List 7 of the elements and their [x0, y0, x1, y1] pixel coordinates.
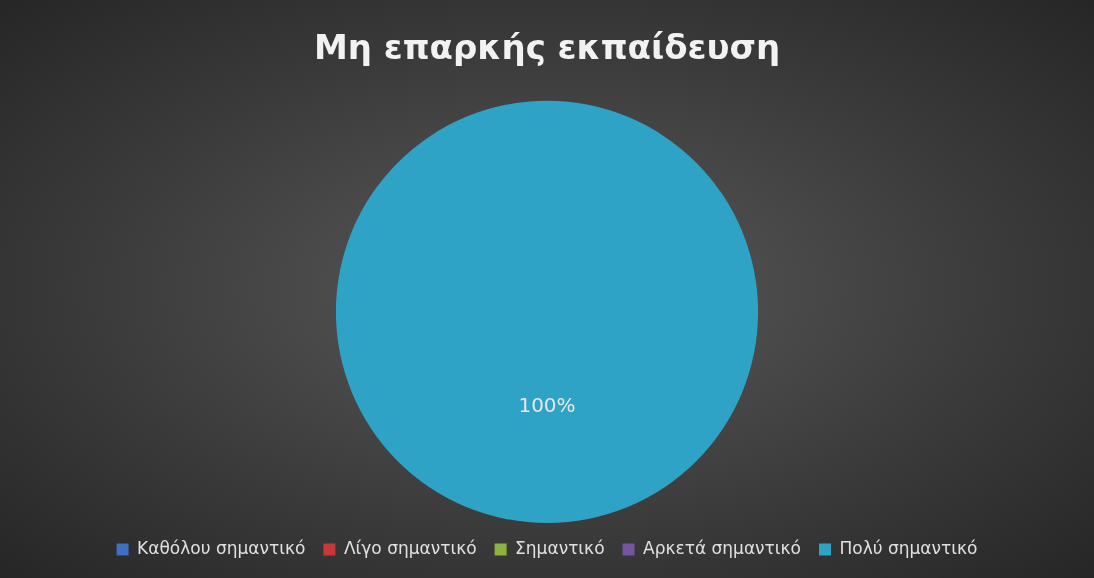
data-label: 100% — [518, 393, 576, 418]
legend-label: Λίγο σημαντικό — [343, 537, 477, 558]
legend-label: Σημαντικό — [515, 537, 605, 558]
legend-label: Πολύ σημαντικό — [839, 537, 978, 558]
chart-title: Μη επαρκής εκπαίδευση — [313, 27, 781, 68]
legend-label: Αρκετά σημαντικό — [643, 537, 801, 558]
legend-label: Καθόλου σημαντικό — [137, 537, 306, 558]
